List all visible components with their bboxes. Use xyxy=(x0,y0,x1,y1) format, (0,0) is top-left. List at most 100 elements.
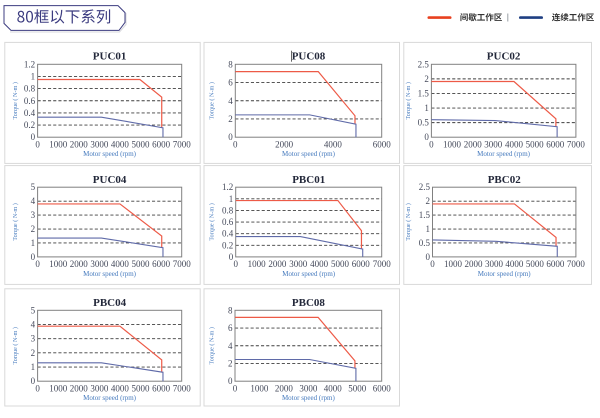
svg-text:2000: 2000 xyxy=(70,259,89,269)
svg-text:3: 3 xyxy=(31,334,36,344)
svg-text:6000: 6000 xyxy=(546,139,565,149)
svg-text:0: 0 xyxy=(35,139,40,149)
svg-text:0: 0 xyxy=(424,132,429,142)
svg-text:0: 0 xyxy=(31,376,36,386)
svg-text:4: 4 xyxy=(31,196,36,206)
svg-text:Motor speed (rpm): Motor speed (rpm) xyxy=(478,270,532,278)
svg-text:0: 0 xyxy=(426,252,431,262)
svg-text:0: 0 xyxy=(233,383,238,393)
svg-text:Motor speed (rpm): Motor speed (rpm) xyxy=(83,150,137,158)
svg-text:0.6: 0.6 xyxy=(24,96,36,106)
svg-text:4000: 4000 xyxy=(111,259,130,269)
svg-text:1000: 1000 xyxy=(250,383,269,393)
svg-text:1.2: 1.2 xyxy=(222,182,233,192)
svg-text:2: 2 xyxy=(31,224,36,234)
svg-text:0.5: 0.5 xyxy=(419,238,431,248)
svg-text:0: 0 xyxy=(429,139,434,149)
svg-text:2000: 2000 xyxy=(275,383,294,393)
svg-text:0.8: 0.8 xyxy=(222,205,234,215)
svg-text:1: 1 xyxy=(426,224,431,234)
svg-text:2: 2 xyxy=(228,114,233,124)
svg-text:6000: 6000 xyxy=(546,259,565,269)
svg-text:2000: 2000 xyxy=(465,259,484,269)
svg-text:4000: 4000 xyxy=(505,259,524,269)
svg-text:1.5: 1.5 xyxy=(419,210,431,220)
svg-text:5000: 5000 xyxy=(348,383,367,393)
svg-text:1: 1 xyxy=(424,103,429,113)
svg-text:0.4: 0.4 xyxy=(222,229,234,239)
svg-text:5: 5 xyxy=(31,305,36,315)
svg-text:PBC08: PBC08 xyxy=(292,297,326,309)
svg-text:1.5: 1.5 xyxy=(418,88,430,98)
svg-text:6000: 6000 xyxy=(373,383,392,393)
svg-text:0: 0 xyxy=(233,139,238,149)
svg-text:1: 1 xyxy=(31,238,36,248)
svg-text:2.5: 2.5 xyxy=(419,182,431,192)
svg-text:0.5: 0.5 xyxy=(418,118,430,128)
svg-text:0.2: 0.2 xyxy=(222,240,233,250)
svg-text:Torque ( N-m ): Torque ( N-m ) xyxy=(405,82,412,120)
svg-text:Torque ( N-m ): Torque ( N-m ) xyxy=(12,82,19,120)
svg-text:5000: 5000 xyxy=(132,139,151,149)
svg-text:4000: 4000 xyxy=(324,139,343,149)
svg-text:Motor speed (rpm): Motor speed (rpm) xyxy=(282,150,336,158)
svg-text:4000: 4000 xyxy=(111,383,130,393)
svg-text:0.4: 0.4 xyxy=(24,108,36,118)
svg-text:0.8: 0.8 xyxy=(24,84,36,94)
svg-text:PUC02: PUC02 xyxy=(487,51,521,63)
svg-text:4: 4 xyxy=(228,96,233,106)
svg-text:0.2: 0.2 xyxy=(24,120,35,130)
svg-text:7000: 7000 xyxy=(173,383,192,393)
svg-text:0: 0 xyxy=(31,132,36,142)
svg-text:6000: 6000 xyxy=(152,139,171,149)
svg-text:2000: 2000 xyxy=(70,383,89,393)
svg-text:PUC08: PUC08 xyxy=(292,51,326,63)
svg-text:0: 0 xyxy=(233,259,238,269)
svg-text:7000: 7000 xyxy=(173,259,192,269)
svg-text:6000: 6000 xyxy=(152,383,171,393)
svg-text:6000: 6000 xyxy=(352,259,371,269)
svg-text:1000: 1000 xyxy=(49,383,68,393)
svg-text:2000: 2000 xyxy=(464,139,483,149)
svg-text:Torque ( N-m ): Torque ( N-m ) xyxy=(208,203,215,241)
svg-text:PUC04: PUC04 xyxy=(93,174,127,186)
svg-text:1.2: 1.2 xyxy=(24,59,35,69)
svg-text:3: 3 xyxy=(31,210,36,220)
svg-text:1000: 1000 xyxy=(49,259,68,269)
svg-text:PBC01: PBC01 xyxy=(292,174,325,186)
svg-text:6000: 6000 xyxy=(152,259,171,269)
svg-text:Motor speed (rpm): Motor speed (rpm) xyxy=(282,270,336,278)
svg-text:2000: 2000 xyxy=(70,139,89,149)
svg-text:1000: 1000 xyxy=(444,259,463,269)
svg-text:4000: 4000 xyxy=(324,383,343,393)
svg-text:1000: 1000 xyxy=(443,139,462,149)
svg-text:PBC02: PBC02 xyxy=(488,174,522,186)
svg-text:2000: 2000 xyxy=(275,139,294,149)
svg-text:5000: 5000 xyxy=(331,259,350,269)
svg-text:4000: 4000 xyxy=(111,139,130,149)
svg-text:5000: 5000 xyxy=(526,259,545,269)
svg-text:0: 0 xyxy=(35,259,40,269)
svg-text:1000: 1000 xyxy=(248,259,267,269)
svg-text:0: 0 xyxy=(31,252,36,262)
svg-text:6000: 6000 xyxy=(373,139,392,149)
svg-text:7000: 7000 xyxy=(567,259,586,269)
svg-text:7000: 7000 xyxy=(567,139,586,149)
svg-text:8: 8 xyxy=(228,59,233,69)
svg-text:Motor speed (rpm): Motor speed (rpm) xyxy=(282,394,336,402)
svg-text:Torque ( N-m ): Torque ( N-m ) xyxy=(405,203,412,241)
svg-text:3000: 3000 xyxy=(299,383,318,393)
svg-text:2: 2 xyxy=(426,196,431,206)
svg-text:1: 1 xyxy=(31,71,36,81)
svg-text:0: 0 xyxy=(228,132,233,142)
svg-text:4000: 4000 xyxy=(310,259,329,269)
svg-text:0: 0 xyxy=(430,259,435,269)
svg-text:2: 2 xyxy=(31,348,36,358)
svg-text:7000: 7000 xyxy=(373,259,392,269)
svg-text:6: 6 xyxy=(228,323,233,333)
svg-text:5000: 5000 xyxy=(526,139,545,149)
svg-text:2: 2 xyxy=(424,74,429,84)
svg-text:5000: 5000 xyxy=(132,383,151,393)
svg-text:3000: 3000 xyxy=(484,139,503,149)
svg-text:3000: 3000 xyxy=(90,139,109,149)
